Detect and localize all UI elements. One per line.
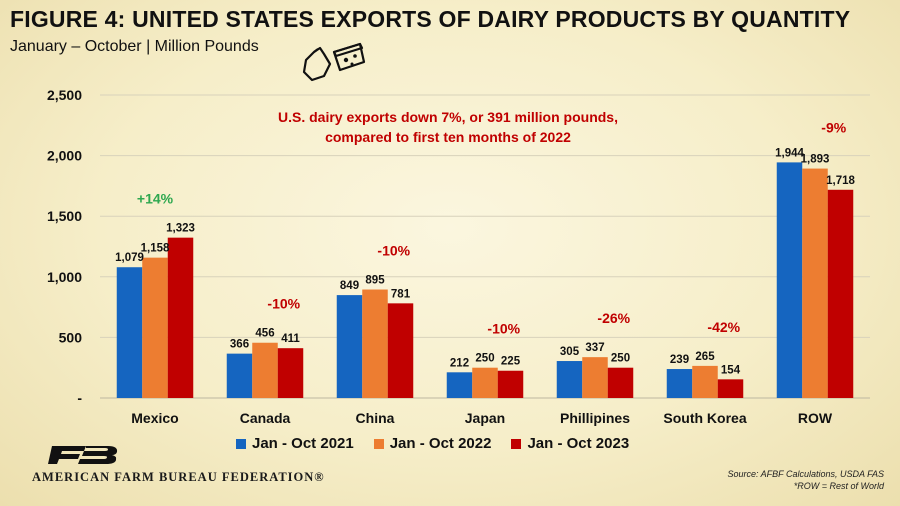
y-axis-tick-labels: - 500 1,000 1,500 2,000 2,500	[47, 87, 82, 406]
bar-value-label: 239	[670, 354, 689, 366]
legend-item-2023[interactable]: Jan - Oct 2023	[511, 435, 629, 452]
bar-value-label: 1,323	[166, 223, 195, 235]
bar-value-label: 1,893	[801, 154, 830, 166]
bar	[776, 162, 803, 398]
x-tick-label: ROW	[798, 410, 833, 426]
x-axis-tick-labels: Mexico Canada China Japan Phillipines South K…	[131, 410, 833, 426]
bar	[362, 289, 388, 398]
legend-label-2021: Jan - Oct 2021	[252, 435, 354, 452]
y-tick-label: -	[77, 390, 82, 406]
legend-swatch-2021	[236, 438, 246, 449]
bar	[336, 295, 363, 398]
chart-subtitle: January – October | Million Pounds	[10, 38, 259, 55]
legend-swatch-2022	[373, 438, 384, 449]
bar	[827, 189, 854, 398]
bar	[167, 237, 194, 398]
bar	[446, 372, 473, 398]
bar-value-label: 1,718	[826, 175, 855, 187]
legend-label-2023: Jan - Oct 2023	[527, 435, 630, 452]
bar	[692, 365, 718, 398]
x-tick-label: Mexico	[131, 410, 178, 426]
percent-change-label: +14%	[137, 191, 174, 207]
farm-bureau-logo-mark	[48, 446, 118, 464]
y-tick-label: 1,500	[47, 208, 82, 224]
bar-value-label: 1,079	[115, 252, 144, 264]
bar	[116, 267, 143, 398]
bar	[556, 361, 583, 398]
legend-item-2022[interactable]: Jan - Oct 2022	[373, 435, 492, 452]
bar	[582, 357, 608, 398]
y-tick-label: 1,000	[47, 269, 82, 285]
bar	[607, 367, 634, 398]
bar	[472, 367, 498, 398]
percent-change-labels: +14% -10% -10% -10% -26% -42% -9%	[137, 119, 847, 336]
percent-change-label: -42%	[707, 319, 740, 335]
y-tick-label: 2,500	[47, 87, 82, 103]
x-tick-label: Phillipines	[560, 410, 630, 426]
x-tick-label: Canada	[240, 410, 291, 426]
y-tick-label: 2,000	[47, 148, 82, 164]
bar-value-label: 849	[340, 280, 359, 292]
percent-change-label: -10%	[487, 321, 520, 337]
legend-label-2022: Jan - Oct 2022	[389, 435, 492, 452]
bar-value-label: 212	[450, 357, 469, 369]
y-tick-label: 500	[59, 329, 83, 345]
x-tick-label: South Korea	[663, 410, 746, 426]
source-note: Source: AFBF Calculations, USDA FAS *ROW…	[727, 468, 884, 492]
bar-value-label: 337	[585, 342, 604, 354]
bar-value-label: 1,944	[775, 147, 804, 159]
bar-value-label: 781	[391, 288, 411, 300]
summary-annotation-line1: U.S. dairy exports down 7%, or 391 milli…	[278, 109, 618, 125]
farm-bureau-logo: AMERICAN FARM BUREAU FEDERATION®	[10, 440, 330, 485]
bar-value-label: 456	[255, 328, 274, 340]
bar-value-label: 305	[560, 346, 580, 358]
legend-item-2021[interactable]: Jan - Oct 2021	[236, 435, 354, 452]
bar	[252, 342, 278, 398]
bar-value-label: 265	[695, 351, 715, 363]
chart-title: FIGURE 4: UNITED STATES EXPORTS OF DAIRY…	[10, 6, 851, 32]
bar-value-label: 895	[365, 275, 385, 287]
percent-change-label: -10%	[267, 296, 300, 312]
bar	[277, 348, 304, 398]
bars	[116, 162, 854, 398]
bar-value-label: 1,158	[141, 243, 170, 255]
milk-and-cheese-icon	[302, 42, 366, 82]
bar	[497, 370, 524, 398]
legend: Jan - Oct 2021 Jan - Oct 2022 Jan - Oct …	[236, 435, 629, 452]
bar	[717, 379, 744, 398]
farm-bureau-logo-text: AMERICAN FARM BUREAU FEDERATION®	[32, 470, 325, 484]
bar-value-label: 225	[501, 356, 521, 368]
bar	[802, 168, 828, 398]
bar	[387, 303, 414, 398]
row-footnote: *ROW = Rest of World	[793, 481, 884, 491]
summary-annotation-line2: compared to first ten months of 2022	[325, 129, 571, 145]
bar	[666, 369, 693, 398]
percent-change-label: -9%	[821, 119, 846, 135]
percent-change-label: -10%	[377, 243, 410, 259]
bar-value-label: 366	[230, 339, 249, 351]
bar-value-label: 411	[281, 333, 300, 345]
source-line: Source: AFBF Calculations, USDA FAS	[727, 469, 884, 479]
percent-change-label: -26%	[597, 310, 630, 326]
bar-value-label: 250	[475, 353, 494, 365]
bar-value-label: 154	[721, 364, 741, 376]
x-tick-label: Japan	[465, 410, 505, 426]
legend-swatch-2023	[511, 438, 522, 449]
bar	[226, 353, 253, 398]
x-tick-label: China	[356, 410, 395, 426]
bar	[142, 257, 168, 398]
bar-value-label: 250	[611, 353, 630, 365]
